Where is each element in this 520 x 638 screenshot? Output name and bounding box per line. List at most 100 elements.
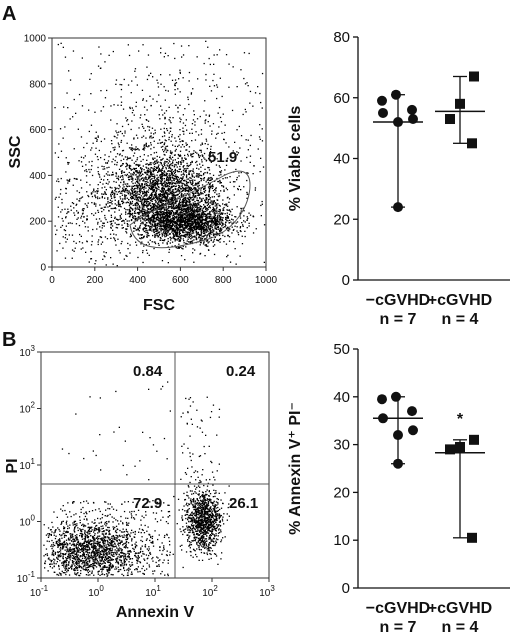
flow-a-x-label: FSC (143, 297, 175, 314)
flow-b-x-tick-label: 100 (88, 584, 104, 599)
flow-b-quadrant-ul: 0.84 (133, 363, 163, 380)
panel-label-b: B (2, 329, 16, 351)
y-tick-label: 20 (333, 484, 350, 501)
data-point (393, 430, 403, 441)
y-axis-label: % Annexin V⁺ PI⁻ (287, 402, 304, 535)
y-axis-label: % Viable cells (287, 106, 304, 212)
data-point (393, 458, 403, 469)
flow-b-quadrant-ll: 72.9 (133, 495, 162, 512)
y-tick-label: 0 (342, 272, 350, 289)
y-tick-label: 60 (333, 90, 350, 107)
flow-a-y-tick-label: 0 (40, 263, 46, 274)
flow-b-x-tick-exp: -1 (41, 584, 49, 593)
flow-b-y-tick-base: 10 (19, 405, 31, 416)
x-n-label: n = 4 (442, 311, 479, 328)
flow-b-quadrant-ur: 0.24 (226, 363, 256, 380)
data-point (408, 114, 418, 125)
flow-b-event-dots (43, 381, 232, 577)
data-point (393, 117, 403, 128)
data-point (407, 104, 417, 115)
flow-a-y-tick-label: 600 (29, 125, 46, 136)
x-category-label: +cGVHD (428, 600, 492, 617)
flow-b-x-tick-label: 101 (145, 584, 161, 599)
data-point (377, 95, 387, 106)
flow-a-y-tick-label: 1000 (24, 34, 47, 45)
flow-a-x-tick-label: 800 (215, 275, 232, 286)
flow-b-y-tick-base: 10 (19, 348, 31, 359)
flow-a-y-tick-label: 400 (29, 171, 46, 182)
data-point (408, 425, 418, 436)
flow-a-y-label: SSC (7, 135, 24, 168)
flow-b-quadrant-lr: 26.1 (229, 495, 258, 512)
flow-b-y-tick-label: 103 (19, 344, 35, 359)
flow-b-x-tick-base: 10 (202, 588, 214, 599)
flow-b-y-tick-base: 10 (19, 461, 31, 472)
x-n-label: n = 4 (442, 619, 479, 636)
y-tick-label: 80 (333, 29, 350, 46)
flow-a-x-ticks: 0 200 400 600 800 1000 (49, 267, 278, 286)
data-point (378, 107, 388, 118)
flow-b-y-tick-base: 10 (19, 518, 31, 529)
flow-a-frame (51, 37, 267, 268)
flow-b-y-tick-base: 10 (17, 574, 29, 585)
flow-b-x-tick-exp: 3 (270, 584, 275, 593)
dot-plot-viable-cells: 0 20 40 60 80 % Viable cells −cGVHD n = 7 +cGVHD… (287, 29, 510, 328)
flow-plot-annexin-pi: 0.84 0.24 72.9 26.1 10-1 100 101 102 103 10-… (4, 344, 275, 621)
data-point (469, 434, 479, 445)
data-point (407, 406, 417, 417)
x-category-label: −cGVHD (366, 292, 430, 309)
flow-b-y-tick-exp: 2 (31, 401, 36, 410)
flow-b-y-tick-label: 10-1 (17, 570, 36, 585)
flow-b-x-tick-label: 103 (259, 584, 275, 599)
flow-plot-fsc-ssc: 51.9 0 200 400 600 800 1000 0 200 400 600 800 1000… (7, 34, 278, 315)
data-point (469, 71, 479, 82)
y-tick-label: 20 (333, 211, 350, 228)
flow-a-x-tick-label: 0 (49, 275, 55, 286)
flow-b-x-tick-label: 10-1 (30, 584, 49, 599)
y-tick-label: 40 (333, 389, 350, 406)
panel-label-a: A (2, 3, 16, 25)
data-point (445, 444, 455, 455)
data-point (391, 391, 401, 402)
flow-b-y-tick-label: 100 (19, 514, 35, 529)
flow-a-x-tick-label: 1000 (255, 275, 278, 286)
flow-b-y-tick-exp: 0 (31, 514, 36, 523)
data-point (455, 98, 465, 109)
x-n-label: n = 7 (380, 619, 417, 636)
flow-b-x-tick-exp: 1 (156, 584, 161, 593)
y-tick-label: 30 (333, 437, 350, 454)
flow-b-y-tick-exp: 3 (31, 344, 36, 353)
x-n-label: n = 7 (380, 311, 417, 328)
data-point (378, 413, 388, 424)
flow-b-x-tick-base: 10 (259, 588, 271, 599)
y-tick-label: 0 (342, 580, 350, 597)
data-point (393, 202, 403, 213)
flow-b-x-tick-exp: 2 (213, 584, 218, 593)
flow-a-y-tick-label: 800 (29, 79, 46, 90)
x-category-label: −cGVHD (366, 600, 430, 617)
flow-b-y-tick-label: 101 (19, 457, 35, 472)
flow-b-x-tick-base: 10 (88, 588, 100, 599)
data-point (455, 441, 465, 452)
data-point (445, 114, 455, 125)
flow-b-x-ticks: 10-1 100 101 102 103 (30, 578, 275, 599)
flow-a-x-tick-label: 400 (129, 275, 146, 286)
data-point (377, 394, 387, 405)
flow-b-y-tick-exp: -1 (28, 570, 36, 579)
y-tick-label: 50 (333, 341, 350, 358)
data-point (391, 89, 401, 100)
flow-b-y-tick-exp: 1 (31, 457, 36, 466)
data-point (467, 532, 477, 543)
flow-a-y-ticks: 0 200 400 600 800 1000 (24, 34, 52, 274)
y-tick-label: 40 (333, 151, 350, 168)
flow-b-y-tick-label: 102 (19, 401, 35, 416)
flow-b-x-tick-label: 102 (202, 584, 218, 599)
flow-a-y-tick-label: 200 (29, 217, 46, 228)
flow-a-gate (129, 170, 251, 249)
flow-a-gate-value: 51.9 (208, 149, 237, 166)
flow-b-x-tick-exp: 0 (99, 584, 104, 593)
x-category-label: +cGVHD (428, 292, 492, 309)
dot-plot-annexin-pi: 0 10 20 30 40 50 % Annexin V⁺ PI⁻ −cGVHD n = 7 +c… (287, 341, 510, 636)
